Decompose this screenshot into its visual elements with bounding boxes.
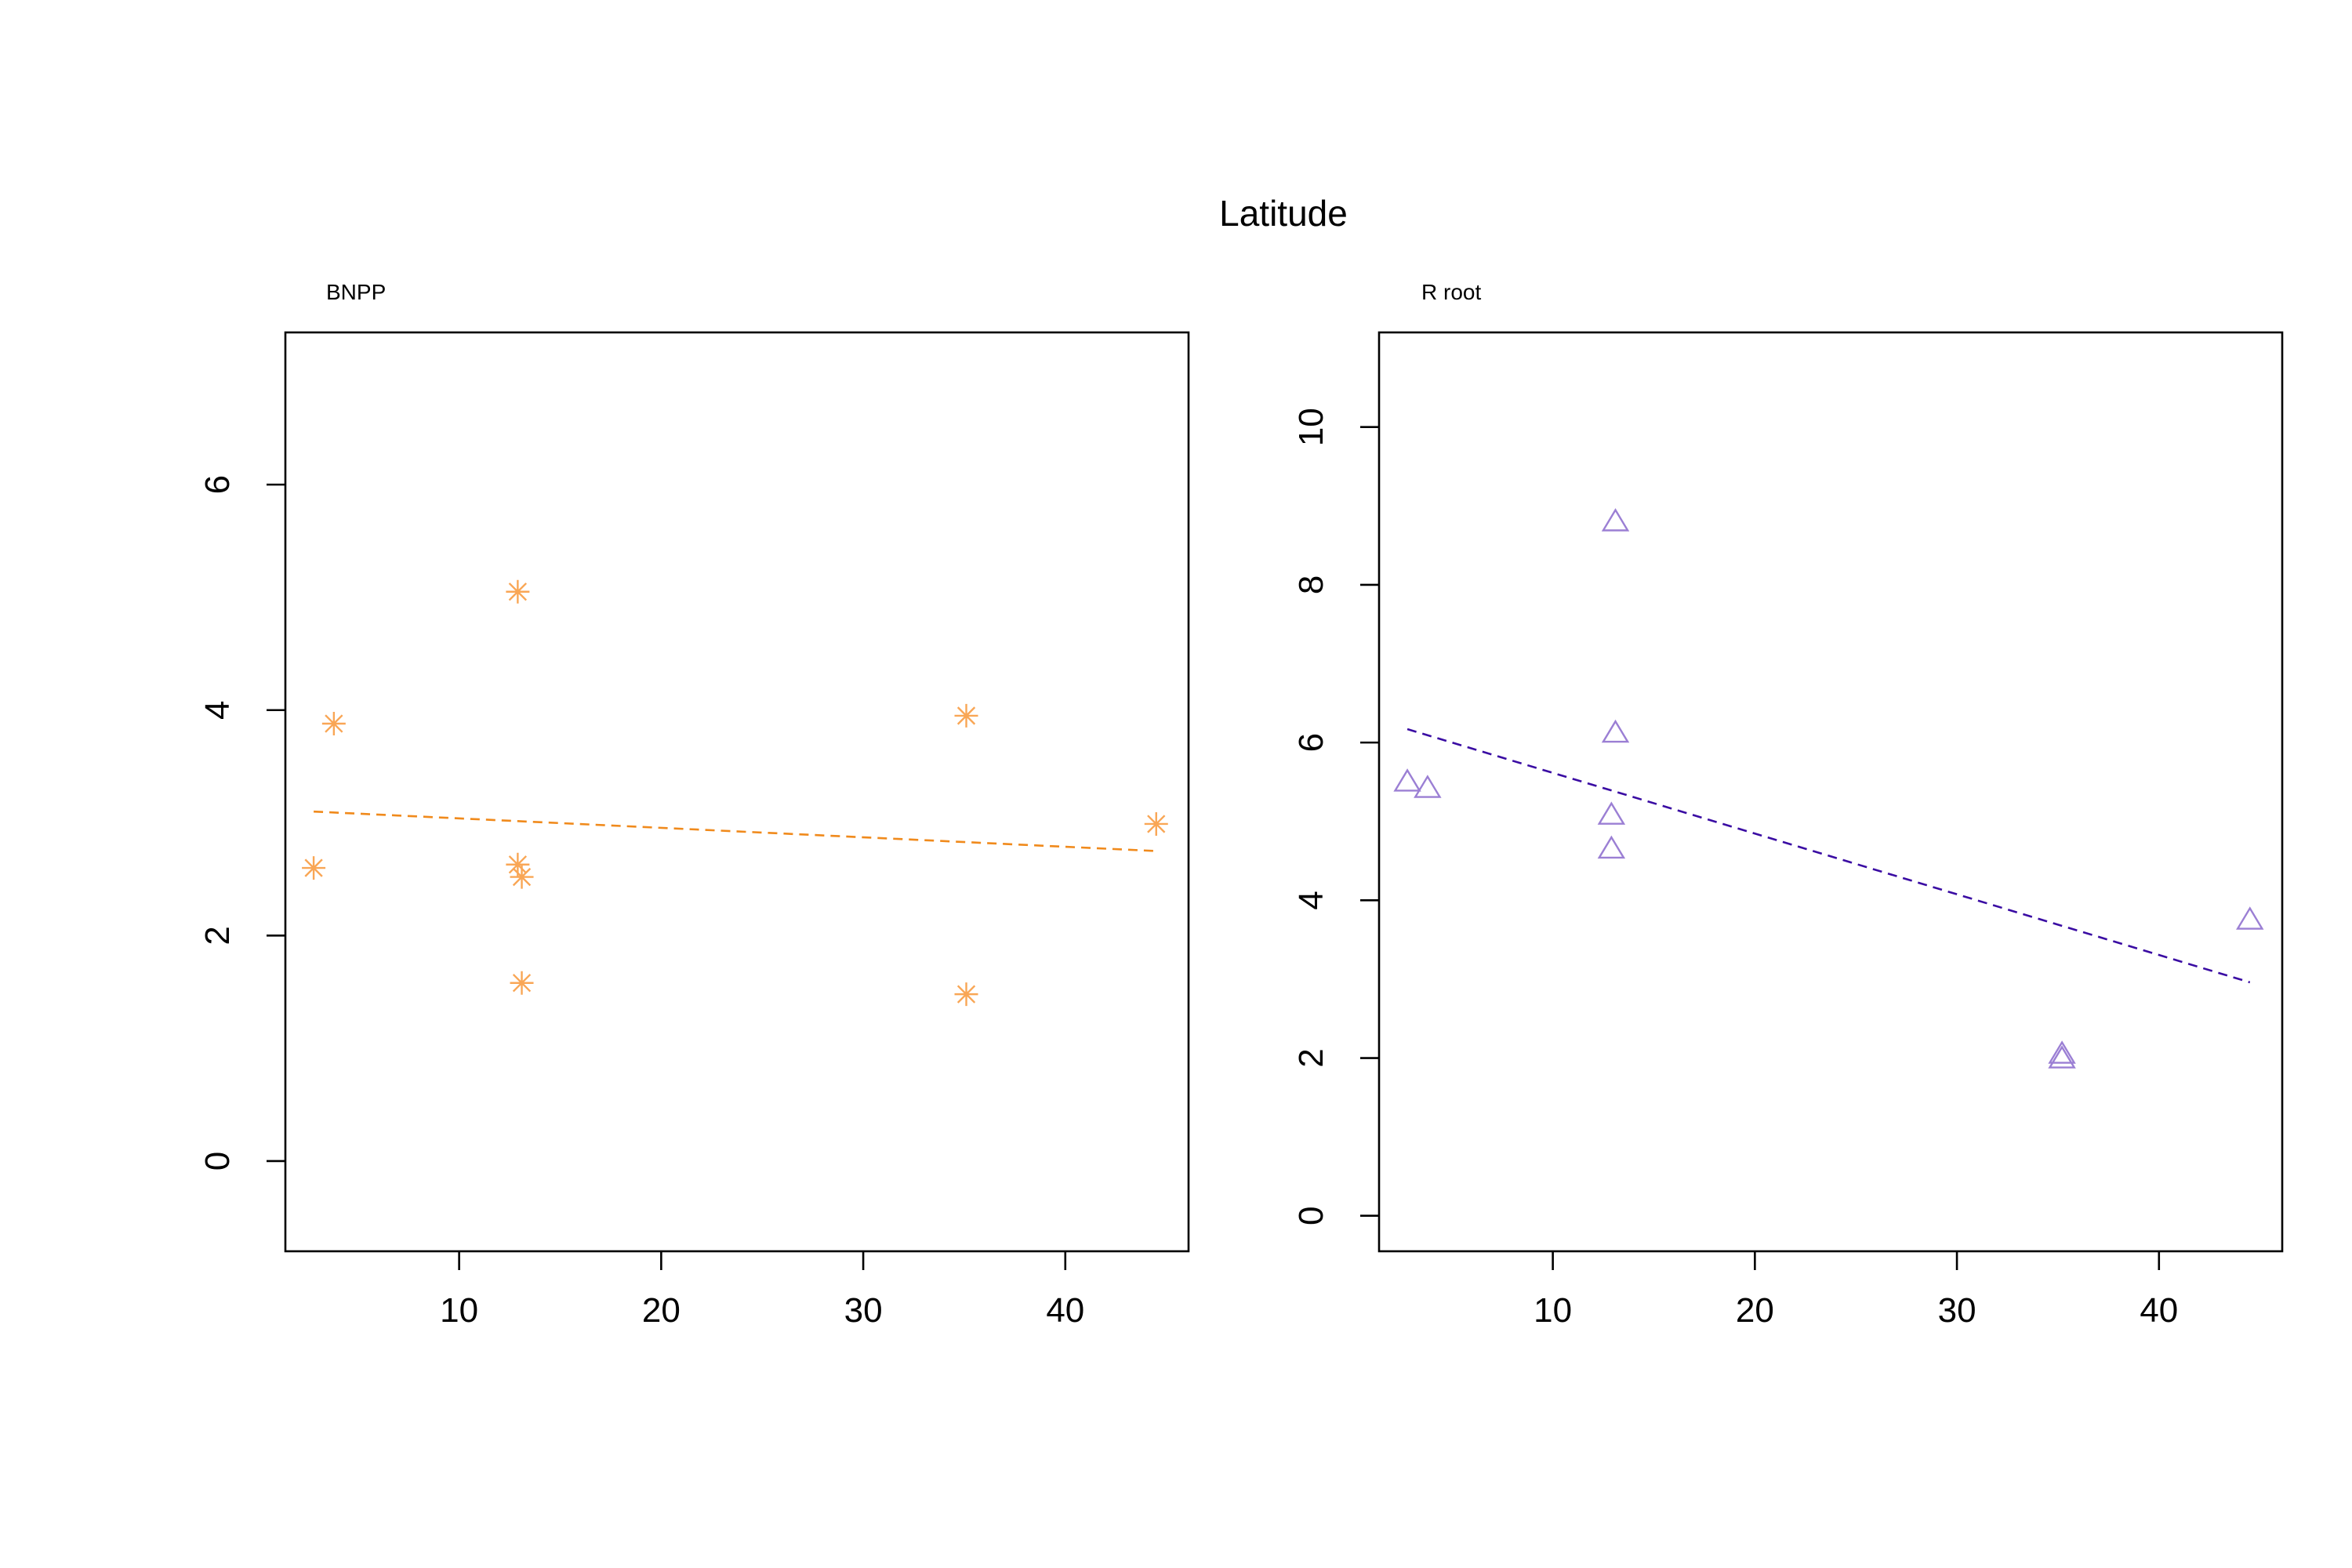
r-root-y-tick-label: 4 — [1292, 891, 1330, 909]
r-root-data-point — [2236, 906, 2264, 930]
bnpp-data-point — [510, 865, 534, 889]
r-root-x-tick-label: 10 — [1534, 1291, 1572, 1330]
panel-r-root-title: R root — [1421, 280, 1481, 304]
bnpp-data-point — [1144, 811, 1168, 836]
r-root-data-point — [1601, 508, 1630, 532]
panel-r-root: R root 10 20 30 40 0 2 4 6 8 10 — [1292, 280, 2284, 1330]
r-root-data-point — [1597, 835, 1626, 859]
bnpp-data-point — [506, 579, 530, 604]
r-root-fit-line — [1406, 728, 2251, 984]
r-root-x-tick-label: 30 — [1938, 1291, 1976, 1330]
r-root-data-point — [1601, 719, 1630, 743]
bnpp-y-tick-label: 0 — [198, 1152, 237, 1171]
bnpp-data-point — [510, 971, 534, 995]
r-root-y-tick-label: 10 — [1292, 408, 1330, 446]
r-root-plot-frame — [1377, 331, 2284, 1253]
bnpp-data-point — [321, 711, 346, 735]
r-root-y-tick-label: 6 — [1292, 733, 1330, 752]
r-root-data-point — [2048, 1040, 2076, 1064]
bnpp-y-tick-label: 6 — [198, 475, 237, 494]
bnpp-fit-line — [314, 810, 1156, 852]
bnpp-data-point — [302, 856, 326, 880]
r-root-data-point — [1414, 775, 1442, 798]
r-root-y-tick-label: 2 — [1292, 1048, 1330, 1067]
r-root-x-tick-label: 20 — [1736, 1291, 1774, 1330]
r-root-data-point — [1393, 768, 1421, 792]
r-root-y-tick-label: 8 — [1292, 575, 1330, 594]
bnpp-plot-frame — [284, 331, 1190, 1253]
bnpp-x-tick-label: 30 — [844, 1291, 883, 1330]
panel-bnpp: BNPP 10 20 30 40 0 2 4 6 — [198, 280, 1190, 1330]
bnpp-data-point — [954, 703, 978, 728]
bnpp-data-point — [954, 982, 978, 1007]
bnpp-y-tick-label: 2 — [198, 926, 237, 945]
bnpp-y-tick-label: 4 — [198, 701, 237, 720]
r-root-data-point — [1597, 801, 1626, 825]
bnpp-x-tick-label: 10 — [440, 1291, 478, 1330]
figure-title: Latitude — [1219, 193, 1348, 234]
panel-bnpp-title: BNPP — [326, 280, 386, 304]
bnpp-x-tick-label: 40 — [1046, 1291, 1084, 1330]
r-root-y-tick-label: 0 — [1292, 1206, 1330, 1225]
r-root-x-tick-label: 40 — [2140, 1291, 2178, 1330]
bnpp-x-tick-label: 20 — [642, 1291, 681, 1330]
r-root-data-point — [2048, 1045, 2076, 1069]
bnpp-data-point — [506, 852, 530, 877]
